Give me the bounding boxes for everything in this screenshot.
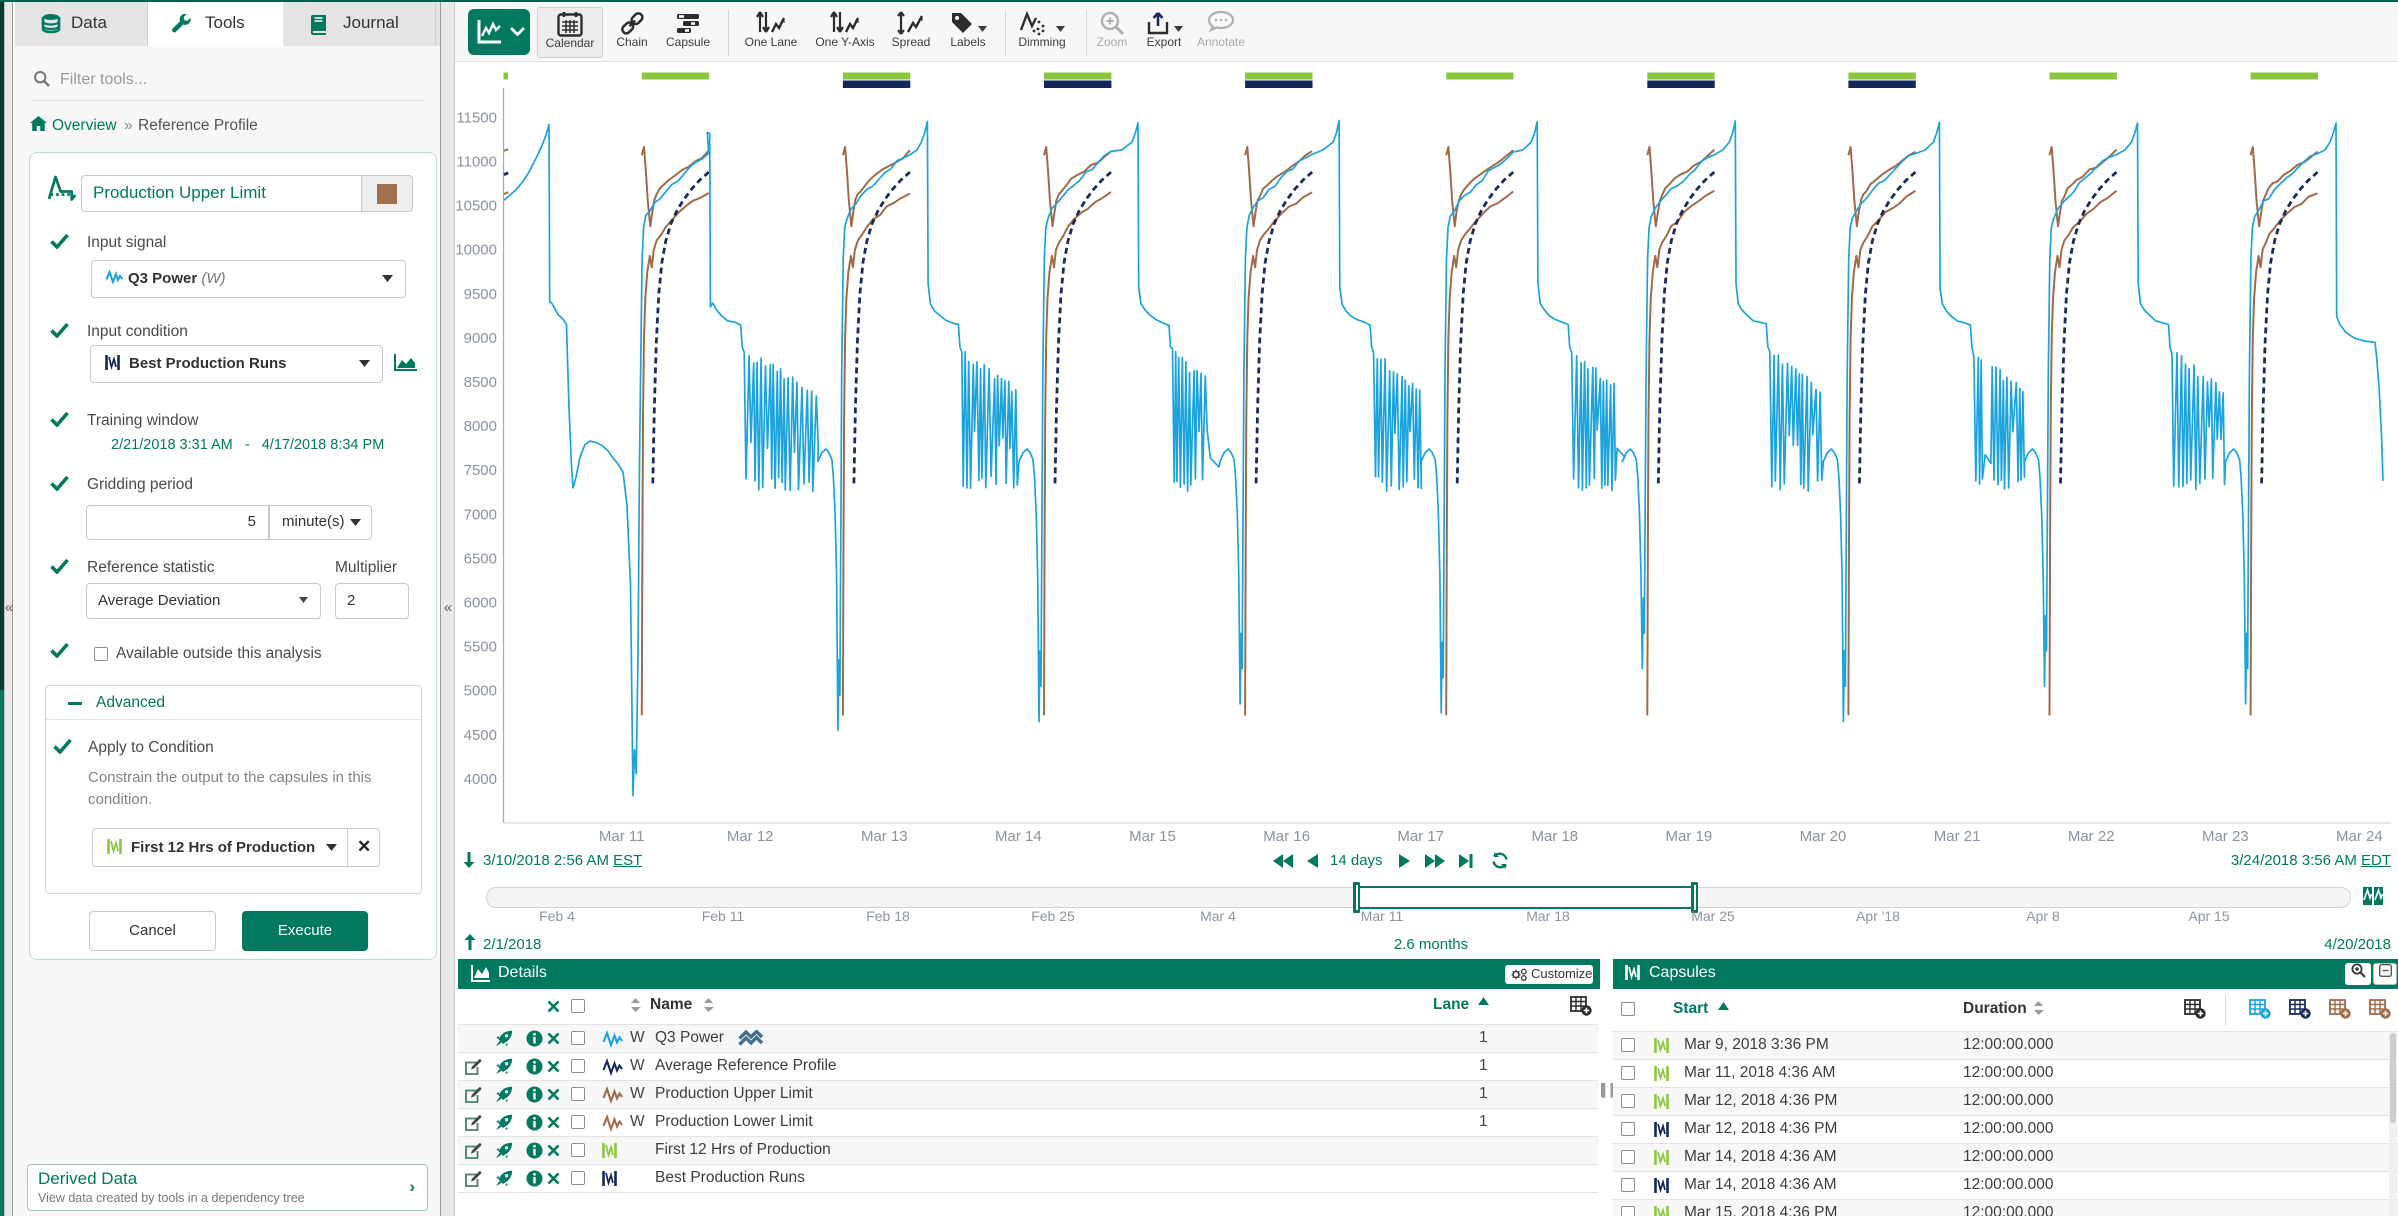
svg-text:6500: 6500 — [464, 550, 497, 567]
svg-text:11500: 11500 — [456, 109, 497, 126]
svg-text:Mar 11: Mar 11 — [599, 828, 645, 845]
svg-text:Mar 13: Mar 13 — [861, 828, 908, 845]
svg-text:Mar 17: Mar 17 — [1397, 828, 1444, 845]
svg-text:Mar 22: Mar 22 — [2068, 828, 2115, 845]
svg-text:4000: 4000 — [464, 771, 497, 788]
svg-text:11000: 11000 — [456, 154, 497, 171]
svg-text:7500: 7500 — [464, 462, 497, 479]
svg-text:9500: 9500 — [464, 286, 497, 303]
svg-text:Mar 19: Mar 19 — [1666, 828, 1713, 845]
svg-text:Mar 21: Mar 21 — [1934, 828, 1981, 845]
svg-text:Mar 12: Mar 12 — [727, 828, 774, 845]
svg-text:4500: 4500 — [464, 727, 497, 744]
svg-text:8500: 8500 — [464, 374, 497, 391]
svg-text:Mar 16: Mar 16 — [1263, 828, 1310, 845]
svg-text:Mar 24: Mar 24 — [2336, 828, 2383, 845]
svg-text:5500: 5500 — [464, 639, 497, 656]
svg-text:Mar 20: Mar 20 — [1800, 828, 1847, 845]
svg-text:7000: 7000 — [464, 506, 497, 523]
svg-text:Mar 23: Mar 23 — [2202, 828, 2249, 845]
svg-text:Mar 14: Mar 14 — [995, 828, 1042, 845]
svg-text:Mar 15: Mar 15 — [1129, 828, 1176, 845]
svg-text:10000: 10000 — [455, 242, 497, 259]
svg-text:10500: 10500 — [455, 198, 497, 215]
svg-text:5000: 5000 — [464, 683, 497, 700]
svg-text:6000: 6000 — [464, 595, 497, 612]
svg-text:Mar 18: Mar 18 — [1531, 828, 1578, 845]
svg-text:9000: 9000 — [464, 330, 497, 347]
svg-text:8000: 8000 — [464, 418, 497, 435]
